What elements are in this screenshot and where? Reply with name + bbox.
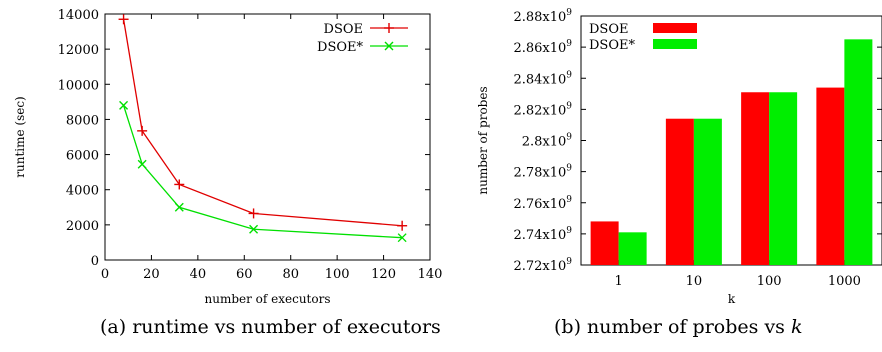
chart-a-point-1-2-d2 [174, 202, 184, 212]
chart-a-x-tick-label: 80 [282, 267, 299, 282]
chart-b-bar-1-3 [844, 39, 873, 265]
chart-b-x-tick-label: 100 [757, 274, 782, 289]
chart-b-y-axis-label: number of probes [476, 86, 490, 194]
chart-a-x-tick-label: 100 [325, 267, 350, 282]
chart-a-y-tick-label: 14000 [58, 8, 99, 23]
chart-a-y-tick-label: 2000 [66, 219, 99, 234]
chart-b-y-tick-label: 2.78x109 [513, 164, 572, 181]
chart-a-point-0-4 [397, 220, 408, 231]
chart-a-point-1-3-d2 [249, 224, 259, 234]
chart-a-x-tick-label: 20 [143, 267, 160, 282]
chart-b-legend-swatch-0 [653, 23, 697, 33]
chart-a-y-tick-label: 8000 [66, 113, 99, 128]
chart-a-legend-label-0: DSOE [324, 22, 363, 37]
chart-a-point-1-4 [397, 233, 407, 243]
chart-a-x-tick-label: 120 [371, 267, 396, 282]
chart-b-legend-swatch-1 [653, 39, 697, 49]
chart-b-y-tick-label: 2.86x109 [513, 39, 572, 56]
chart-b-bar-0-2 [741, 92, 770, 265]
chart-b-y-tick-label: 2.84x109 [513, 70, 572, 87]
chart-a-point-1-0 [119, 100, 129, 110]
chart-b-legend-label-0: DSOE [589, 22, 628, 37]
chart-a-legend-marker-0 [384, 23, 394, 33]
chart-b-bar-1-2 [769, 92, 798, 265]
chart-a-x-tick-label: 0 [101, 267, 109, 282]
chart-b-y-tick-label: 2.76x109 [513, 195, 572, 212]
chart-a-legend-marker-1-d2 [384, 41, 394, 51]
chart-b-bar-0-3 [816, 87, 845, 266]
chart-a-x-axis-label: number of executors [204, 292, 330, 306]
chart-a-point-1-4-d2 [397, 233, 407, 243]
chart-b-bar-1-1 [693, 118, 722, 266]
chart-b-y-tick-label: 2.74x109 [513, 226, 572, 243]
caption-b-text: (b) number of probes vs [554, 316, 791, 338]
chart-a-series-line-1 [122, 105, 403, 239]
chart-a-x-tick-label: 40 [190, 267, 207, 282]
chart-b-y-tick-label: 2.82x109 [513, 101, 572, 118]
chart-a-y-tick-label: 12000 [58, 43, 99, 58]
chart-a-point-1-1 [137, 159, 147, 169]
chart-b-y-tick-label: 2.88x109 [513, 8, 572, 25]
chart-b-legend-label-1: DSOE* [589, 38, 635, 53]
chart-a-y-tick-label: 10000 [58, 78, 99, 93]
chart-b-x-tick-label: 1 [614, 274, 622, 289]
chart-b-y-tick-label: 2.72x109 [513, 257, 572, 274]
chart-a-point-1-0-d2 [119, 100, 129, 110]
chart-b-bar-0-0 [590, 221, 619, 265]
chart-a-y-axis-label: runtime (sec) [13, 96, 27, 178]
chart-a-x-tick-label: 60 [236, 267, 253, 282]
caption-a: (a) runtime vs number of executors [100, 316, 441, 338]
chart-a-legend-marker-1 [384, 41, 394, 51]
chart-a-plot-frame [104, 13, 431, 261]
chart-a-point-1-3 [249, 224, 259, 234]
chart-a-x-tick-label: 140 [418, 267, 443, 282]
chart-a-point-0-2 [174, 179, 185, 190]
chart-a-point-1-2 [174, 202, 184, 212]
chart-b-x-tick-label: 1000 [828, 274, 861, 289]
chart-b-x-axis-label: k [728, 292, 736, 306]
chart-a-y-tick-label: 6000 [66, 149, 99, 164]
chart-a-y-tick-label: 4000 [66, 184, 99, 199]
caption-b-k: k [790, 316, 803, 338]
chart-a-point-1-1-d2 [137, 159, 147, 169]
caption-b: (b) number of probes vs k [554, 316, 802, 338]
chart-b-bar-0-1 [665, 118, 694, 266]
chart-a-legend-label-1: DSOE* [317, 40, 363, 55]
chart-b-bar-1-0 [618, 232, 647, 265]
chart-a-point-0-0 [118, 14, 129, 25]
caption-a-text: (a) runtime vs number of executors [100, 316, 441, 338]
chart-b-y-tick-label: 2.8x109 [522, 133, 573, 150]
chart-a-point-0-1 [137, 125, 148, 136]
chart-b-x-tick-label: 10 [686, 274, 703, 289]
chart-a-point-0-3 [248, 208, 259, 219]
chart-a-y-tick-label: 0 [91, 254, 99, 269]
